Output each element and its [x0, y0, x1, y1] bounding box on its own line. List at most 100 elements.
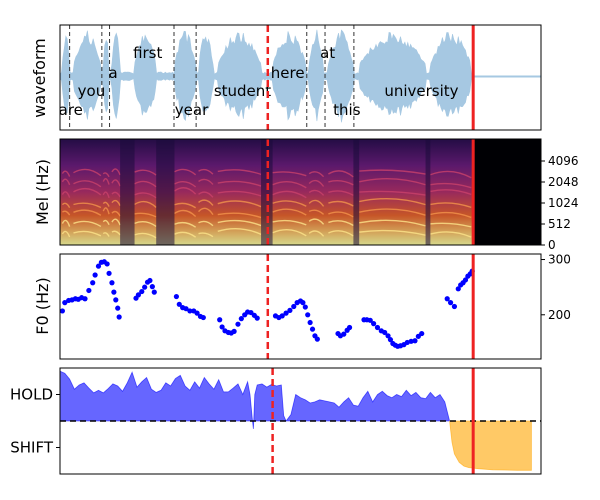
mel-harmonic [272, 208, 307, 216]
mel-silence [473, 139, 541, 245]
f0-point [113, 297, 119, 303]
mel-harmonic [359, 229, 426, 236]
mel-harmonic [217, 180, 262, 187]
mel-harmonic [308, 179, 325, 187]
word-label: year [175, 101, 209, 119]
f0-point [307, 319, 313, 326]
mel-harmonic [359, 197, 426, 206]
f0-point [142, 284, 148, 290]
mel-harmonic [61, 210, 71, 216]
word-label: this [333, 101, 361, 119]
mel-harmonic [61, 202, 71, 209]
f0-point [346, 324, 353, 331]
mel-harmonic [174, 168, 197, 176]
f0-point [115, 305, 121, 311]
f0-ylabel: F0 (Hz) [33, 277, 52, 334]
mel-harmonic [359, 208, 426, 216]
mel-harmonic [111, 230, 121, 236]
mel-harmonic [61, 219, 71, 227]
f0-point [173, 293, 180, 300]
f0-point [231, 328, 237, 334]
mel-harmonic [328, 190, 354, 196]
f0-point [194, 310, 200, 316]
turn-tick-label: HOLD [10, 386, 53, 404]
f0-point [419, 330, 425, 337]
f0-point [287, 307, 293, 313]
mel-gap [353, 139, 360, 245]
mel-harmonic [102, 191, 110, 199]
mel-harmonic [308, 209, 325, 215]
f0-point [382, 329, 388, 336]
f0-point [116, 314, 122, 320]
mel-harmonic [73, 220, 102, 228]
f0-point [92, 272, 98, 278]
mel-harmonic [430, 189, 472, 196]
mel-harmonic [134, 200, 157, 208]
f0-point [106, 270, 112, 276]
word-label: university [384, 82, 458, 100]
f0-scatter [60, 254, 475, 359]
f0-y-axis: 200 300 [541, 253, 571, 322]
f0-point [238, 316, 244, 322]
mel-tick-label: 0 [548, 238, 556, 252]
f0-point [254, 315, 260, 321]
mel-harmonic [430, 202, 472, 209]
turn-y-axis: HOLD SHIFT [10, 386, 60, 457]
mel-harmonic [328, 220, 354, 227]
f0-point [82, 296, 88, 302]
turn-tick-label: SHIFT [10, 439, 54, 457]
f0-point [111, 289, 117, 295]
f0-tick-label: 200 [548, 308, 571, 322]
f0-point [444, 296, 450, 302]
mel-harmonic [111, 218, 121, 226]
mel-harmonic [111, 191, 121, 198]
mel-harmonic [272, 190, 307, 199]
mel-harmonic [73, 209, 102, 216]
f0-point [139, 288, 145, 295]
mel-harmonic [198, 220, 214, 227]
mel-harmonic [217, 200, 262, 208]
mel-harmonic [134, 169, 157, 176]
f0-point [187, 308, 193, 314]
f0-point [300, 300, 306, 306]
mel-harmonic [73, 168, 102, 177]
mel-harmonic [102, 219, 110, 226]
mel-harmonic [430, 211, 472, 219]
f0-tick-label: 300 [548, 253, 571, 267]
mel-harmonic [174, 180, 197, 188]
f0-point [451, 303, 458, 310]
mel-tick-label: 512 [548, 217, 571, 231]
mel-harmonic [308, 218, 325, 225]
f0-point [305, 312, 311, 318]
mel-ylabel: Mel (Hz) [33, 159, 52, 225]
f0-point [387, 337, 394, 343]
mel-tick-label: 1024 [548, 196, 579, 210]
mel-harmonic [174, 231, 197, 238]
f0-point [412, 338, 418, 344]
mel-harmonic [73, 187, 102, 196]
mel-harmonic [308, 199, 325, 207]
f0-point [135, 292, 142, 298]
word-label: a [108, 64, 117, 82]
shift-area [449, 420, 532, 471]
mel-harmonic [102, 207, 110, 215]
f0-point [455, 286, 461, 292]
mel-harmonic [198, 199, 214, 206]
mel-harmonic [359, 190, 426, 196]
f0-point [371, 321, 377, 327]
mel-harmonic [102, 172, 110, 178]
mel-harmonic [308, 171, 325, 178]
mel-harmonic [134, 192, 157, 199]
f0-point [109, 280, 115, 286]
mel-harmonic [102, 178, 110, 185]
f0-point [279, 313, 285, 319]
mel-gap [120, 139, 135, 245]
word-label: at [320, 44, 335, 62]
f0-point [314, 336, 320, 342]
f0-point [367, 317, 373, 323]
mel-harmonic [61, 230, 71, 238]
word-label: you [78, 82, 106, 100]
turn-area-plot [60, 368, 541, 474]
f0-point [200, 314, 206, 321]
mel-harmonic [272, 219, 307, 226]
